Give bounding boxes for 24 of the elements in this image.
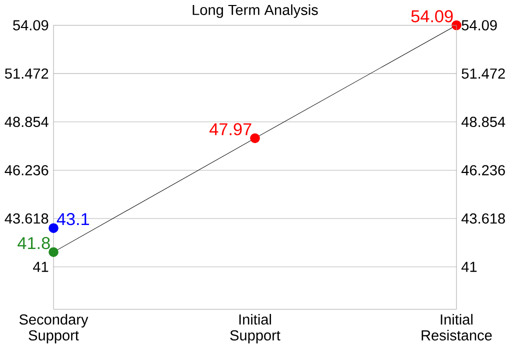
data-label: 43.1 (56, 213, 90, 226)
data-label: 54.09 (411, 10, 453, 22)
y-tick-label: 54.09 (13, 20, 48, 31)
y-tick-label: 41 (33, 262, 48, 272)
x-tick-label: Secondary Support (19, 314, 88, 344)
y2-tick-label: 48.854 (461, 116, 506, 128)
point (48, 247, 58, 258)
point (48, 223, 58, 234)
y2-tick-label: 43.618 (461, 214, 505, 224)
point (452, 20, 462, 30)
data-label: 41.8 (18, 237, 50, 250)
chart-title: Long Term Analysis (192, 4, 318, 18)
y-tick-label: 51.472 (4, 68, 48, 79)
y2-tick-label: 54.09 (462, 20, 497, 31)
y-tick-label: 43.618 (4, 214, 48, 224)
point (250, 133, 260, 144)
y-tick-label: 46.236 (4, 165, 48, 176)
data-label: 47.97 (210, 123, 252, 136)
x-tick-label: Initial Resistance (422, 314, 492, 341)
y2-tick-label: 41 (461, 262, 477, 272)
y2-tick-label: 51.472 (462, 68, 505, 79)
x-tick-label: Initial Support (230, 314, 280, 344)
y-tick-label: 48.854 (4, 116, 48, 128)
y2-tick-label: 46.236 (461, 165, 505, 176)
